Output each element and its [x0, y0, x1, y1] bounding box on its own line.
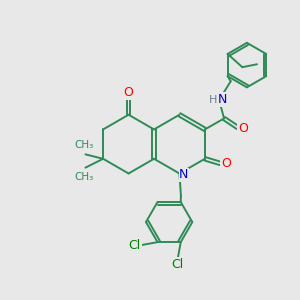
- Text: N: N: [218, 93, 227, 106]
- Text: O: O: [124, 86, 134, 99]
- Text: H: H: [208, 95, 217, 105]
- Text: Cl: Cl: [129, 238, 141, 252]
- Text: CH₃: CH₃: [74, 140, 94, 150]
- Text: CH₃: CH₃: [74, 172, 94, 182]
- Text: N: N: [179, 169, 188, 182]
- Text: O: O: [238, 122, 248, 135]
- Text: O: O: [221, 157, 231, 170]
- Text: Cl: Cl: [172, 258, 184, 271]
